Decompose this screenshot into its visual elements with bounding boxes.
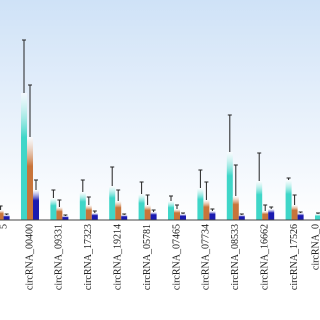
error-bar [233,164,238,196]
error-bar [34,179,38,190]
bar [3,215,10,220]
error-bar [86,196,91,205]
x-tick-label: circRNA_17526 [289,224,300,290]
error-bar [63,214,68,216]
error-bar [28,84,32,137]
x-tick-label: circRNA_05781 [142,224,153,290]
bar [209,211,216,220]
bar [285,180,292,220]
error-bar [204,181,209,200]
x-tick-label: circRNA_19214 [112,224,123,290]
error-bar [57,199,62,207]
bar [203,200,210,220]
error-bar [151,209,156,212]
error-bar [239,213,244,215]
plot-background [0,0,320,222]
error-bar [116,189,121,201]
bar [174,209,180,220]
x-tick-label: circRNA_16662 [259,224,270,290]
error-bar [175,204,179,209]
bar [150,212,157,220]
error-bar [0,205,3,210]
error-bar [122,213,127,215]
error-bar [257,152,262,181]
bar [256,181,263,220]
error-bar [269,206,274,209]
bar [21,93,27,220]
bar [180,214,186,220]
x-tick-label: circRNA_08533 [230,224,241,290]
bar [232,196,239,220]
x-tick-label: circRNA_17323 [83,224,94,290]
error-bar [198,169,203,188]
error-bar [80,179,85,192]
bar [268,209,275,220]
error-bar [210,208,215,211]
bar [56,207,63,220]
bar [197,188,204,220]
bar [144,205,151,220]
bar [138,194,145,220]
bar [79,192,86,220]
error-bar [92,210,97,213]
x-tick-label: circRNA_07465 [171,224,182,290]
x-tick-label: circRNA_00400 [24,224,35,290]
error-bar [181,212,185,214]
error-bar [4,213,9,215]
bar [91,213,98,220]
error-bar [316,212,320,214]
bar [115,201,122,220]
bar [62,216,69,220]
error-bar [292,194,297,205]
bar [27,137,33,220]
bar [226,152,233,220]
x-tick-label: circRNA_0 [310,224,320,270]
x-tick-label: 5 [0,224,9,229]
bar [121,215,128,220]
bar [315,214,320,220]
error-bar [22,39,26,93]
bar [168,201,174,220]
bar [85,205,92,220]
error-bar [139,181,144,194]
bar [33,190,39,220]
error-bar [298,211,303,213]
error-bar [169,195,173,201]
error-bar [110,166,115,186]
error-bar [51,189,56,198]
error-bar [145,194,150,205]
x-tick-label: circRNA_07734 [201,224,212,290]
error-bar [263,204,268,211]
bar [238,215,245,220]
bar [109,186,116,220]
bar [297,213,304,220]
bar [291,205,298,220]
bar [50,198,57,220]
error-bar [227,114,232,152]
x-tick-label: circRNA_09331 [54,224,65,290]
bar [0,210,4,220]
bar [262,211,269,220]
error-bar [286,177,291,180]
